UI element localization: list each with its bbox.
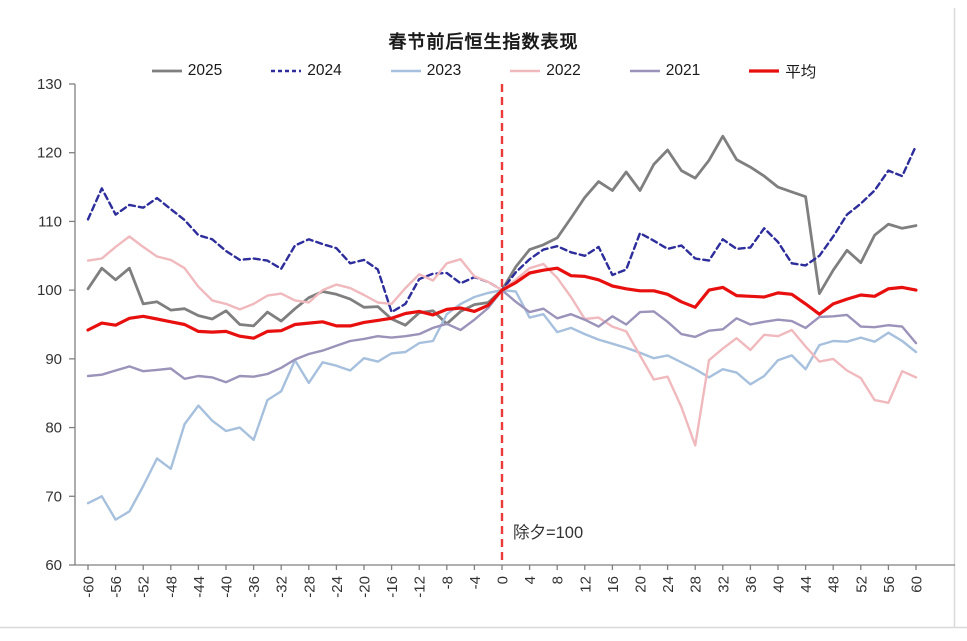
legend-label-2023: 2023 xyxy=(426,62,462,79)
x-tick-label: 12 xyxy=(577,576,594,593)
x-tick-label: 16 xyxy=(605,576,622,593)
x-tick-label: 36 xyxy=(743,576,760,593)
y-tick-label: 100 xyxy=(37,282,62,299)
x-tick-label: 24 xyxy=(660,576,677,593)
x-tick-label: -32 xyxy=(274,576,291,598)
legend-item-2025: 2025 xyxy=(151,62,222,80)
x-tick-label: -12 xyxy=(412,576,429,598)
annotation-chuxi: 除夕=100 xyxy=(513,523,583,542)
x-tick-label: -16 xyxy=(384,576,401,598)
chart-title: 春节前后恒生指数表现 xyxy=(388,32,579,52)
x-tick-label: 44 xyxy=(798,576,815,593)
legend-marker-2023 xyxy=(390,68,422,74)
x-tick-label: -8 xyxy=(439,576,456,589)
series-line-平均 xyxy=(86,266,918,340)
x-tick-label: -48 xyxy=(163,576,180,598)
legend-marker-2024 xyxy=(270,68,302,74)
x-tick-label: 28 xyxy=(688,576,705,593)
legend-item-平均: 平均 xyxy=(748,60,816,82)
legend-item-2023: 2023 xyxy=(390,62,461,80)
legend-label-2024: 2024 xyxy=(307,62,342,79)
x-tick-label: -52 xyxy=(136,576,153,598)
legend-item-2024: 2024 xyxy=(270,62,342,80)
y-tick-label: 110 xyxy=(38,213,62,230)
legend-label-2025: 2025 xyxy=(187,62,223,79)
y-tick-label: 130 xyxy=(37,76,62,93)
x-tick-label: 0 xyxy=(495,576,512,584)
x-tick-label: -24 xyxy=(329,576,346,598)
legend-marker-平均 xyxy=(748,68,780,74)
x-tick-label: 4 xyxy=(522,576,539,584)
legend-label-2022: 2022 xyxy=(546,62,581,79)
y-tick-label: 90 xyxy=(45,351,62,368)
x-tick-label: -40 xyxy=(219,576,236,598)
x-tick-label: -60 xyxy=(81,576,98,598)
x-tick-label: 48 xyxy=(826,576,843,593)
y-tick-label: 60 xyxy=(45,557,62,574)
legend-label-平均: 平均 xyxy=(785,64,817,81)
x-tick-label: 32 xyxy=(715,576,732,593)
x-tick-label: -20 xyxy=(357,576,374,598)
x-tick-label: -4 xyxy=(467,576,484,589)
legend-label-2021: 2021 xyxy=(665,62,701,79)
y-tick-label: 70 xyxy=(45,488,62,505)
x-tick-label: 56 xyxy=(881,576,898,593)
x-tick-label: 52 xyxy=(853,576,870,593)
x-tick-label: 60 xyxy=(909,576,926,593)
legend-item-2022: 2022 xyxy=(509,62,581,80)
x-tick-label: 20 xyxy=(633,576,650,593)
x-tick-label: -28 xyxy=(301,576,318,598)
chart-legend: 2025 2024 2023 2022 2021 平均 xyxy=(0,60,967,82)
legend-marker-2025 xyxy=(151,68,183,74)
x-tick-label: -36 xyxy=(246,576,263,598)
legend-item-2021: 2021 xyxy=(629,62,700,80)
y-tick-label: 80 xyxy=(45,420,62,437)
x-tick-label: -56 xyxy=(108,576,125,598)
legend-marker-2021 xyxy=(629,68,661,74)
y-tick-label: 120 xyxy=(37,145,62,162)
legend-marker-2022 xyxy=(509,68,541,74)
x-tick-label: -44 xyxy=(191,576,208,598)
x-tick-label: 8 xyxy=(550,576,567,584)
x-tick-label: 40 xyxy=(771,576,788,593)
